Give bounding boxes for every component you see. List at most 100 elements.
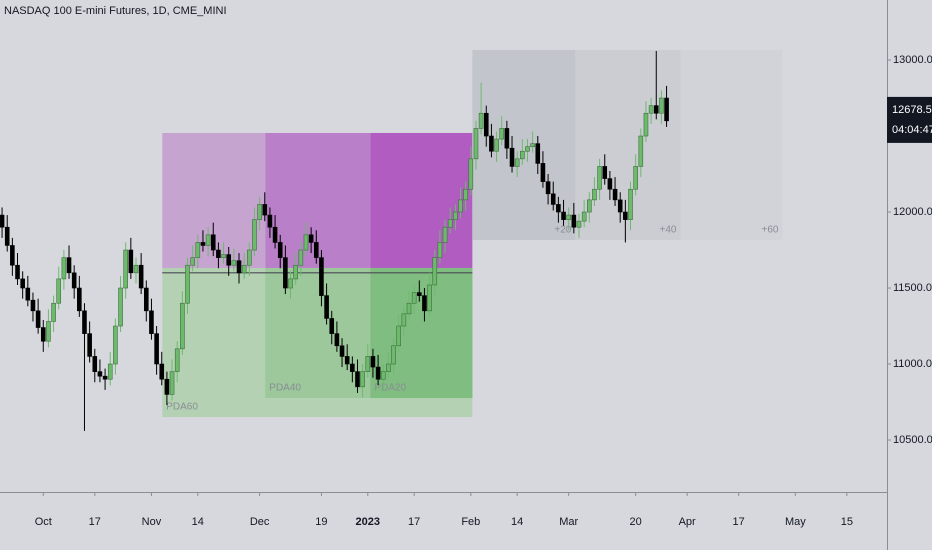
candle-body xyxy=(66,257,72,274)
candle-body xyxy=(556,204,561,213)
candle-body xyxy=(221,254,226,258)
candle-body xyxy=(143,287,149,312)
candle-body xyxy=(586,199,592,213)
y-tick-label: 11000.00 xyxy=(893,358,932,370)
candle-body xyxy=(159,363,165,380)
candle-body xyxy=(380,371,386,380)
candle-body xyxy=(210,234,216,251)
candle-body xyxy=(468,158,474,190)
candle-body xyxy=(628,188,633,220)
candle-body xyxy=(133,264,139,274)
candle-body xyxy=(638,135,644,167)
zone-label: PDA20 xyxy=(374,383,406,394)
candle-body xyxy=(128,249,134,274)
candle-body xyxy=(97,371,103,377)
zone xyxy=(370,132,473,268)
candle-body xyxy=(180,302,185,350)
candle-body xyxy=(25,287,31,301)
candle-body xyxy=(401,313,407,327)
candle-body xyxy=(520,150,525,160)
candle-body xyxy=(216,249,221,258)
candle-body xyxy=(612,188,618,201)
candle-body xyxy=(324,295,329,319)
price-tag xyxy=(887,96,932,143)
candle-body xyxy=(334,333,340,347)
candle-body xyxy=(10,245,15,266)
candle-body xyxy=(293,264,298,280)
candle-body xyxy=(61,257,67,280)
x-tick-label: 17 xyxy=(89,516,101,528)
y-tick-label: 12000.00 xyxy=(893,206,932,218)
candle-body xyxy=(514,158,520,167)
candle-body xyxy=(571,214,577,228)
candle-body xyxy=(0,214,5,228)
candle-body xyxy=(535,143,541,164)
x-tick-label: 19 xyxy=(315,516,327,528)
y-tick-label: 13000.00 xyxy=(893,54,932,66)
candle-body xyxy=(262,204,268,216)
candle-body xyxy=(473,128,479,160)
candle-body xyxy=(592,188,597,201)
candle-body xyxy=(20,278,25,289)
candle-body xyxy=(597,166,602,190)
x-tick-label: Mar xyxy=(559,516,578,528)
candle-body xyxy=(272,226,278,243)
candle-body xyxy=(138,264,144,289)
candle-body xyxy=(566,214,571,220)
candle-body xyxy=(550,193,556,205)
zone-label: PDA40 xyxy=(269,383,301,394)
candle-body xyxy=(463,188,468,201)
x-tick-label: Oct xyxy=(35,516,52,528)
candle-body xyxy=(4,226,10,246)
candle-body xyxy=(396,325,402,347)
candle-body xyxy=(113,325,118,365)
candle-body xyxy=(154,333,159,365)
candle-body xyxy=(71,272,77,289)
candle-body xyxy=(375,366,381,380)
candle-body xyxy=(298,249,304,266)
candle-body xyxy=(118,287,123,327)
chart-title: NASDAQ 100 E-mini Futures, 1D, CME_MINI xyxy=(4,5,227,17)
x-tick-label: 15 xyxy=(841,516,853,528)
x-tick-label: 17 xyxy=(733,516,745,528)
zone xyxy=(370,267,473,399)
candle-body xyxy=(236,260,242,274)
y-tick-label: 11500.00 xyxy=(893,282,932,294)
y-tick-label: 10500.00 xyxy=(893,434,932,446)
candle-body xyxy=(427,284,432,312)
candle-body xyxy=(252,219,257,251)
candle-body xyxy=(442,226,448,243)
x-tick-label: Feb xyxy=(461,516,480,528)
candle-body xyxy=(257,204,262,220)
x-tick-label: 14 xyxy=(511,516,523,528)
candle-body xyxy=(231,260,237,266)
candle-body xyxy=(447,219,453,228)
candle-body xyxy=(329,318,335,334)
x-tick-label: Dec xyxy=(250,516,270,528)
candle-body xyxy=(82,310,87,334)
candle-body xyxy=(561,211,566,220)
candle-body xyxy=(288,278,293,289)
candle-body xyxy=(648,105,654,114)
candle-body xyxy=(483,112,489,137)
candle-body xyxy=(51,302,56,322)
candle-body xyxy=(226,254,232,266)
zone xyxy=(575,50,681,240)
candle-body xyxy=(344,356,350,365)
candle-body xyxy=(123,249,128,289)
candle-body xyxy=(164,378,170,395)
candle-body xyxy=(417,292,422,296)
candle-body xyxy=(545,181,551,195)
candle-body xyxy=(360,371,365,388)
candle-body xyxy=(525,146,530,152)
candle-body xyxy=(169,371,175,395)
candle-body xyxy=(633,166,638,190)
x-tick-label: 17 xyxy=(408,516,420,528)
candle-body xyxy=(530,143,535,147)
candle-body xyxy=(185,264,190,304)
candle-body xyxy=(77,287,82,312)
candle-body xyxy=(509,147,515,167)
candle-body xyxy=(411,292,417,304)
x-tick-label: Apr xyxy=(679,516,696,528)
candle-body xyxy=(422,295,427,312)
